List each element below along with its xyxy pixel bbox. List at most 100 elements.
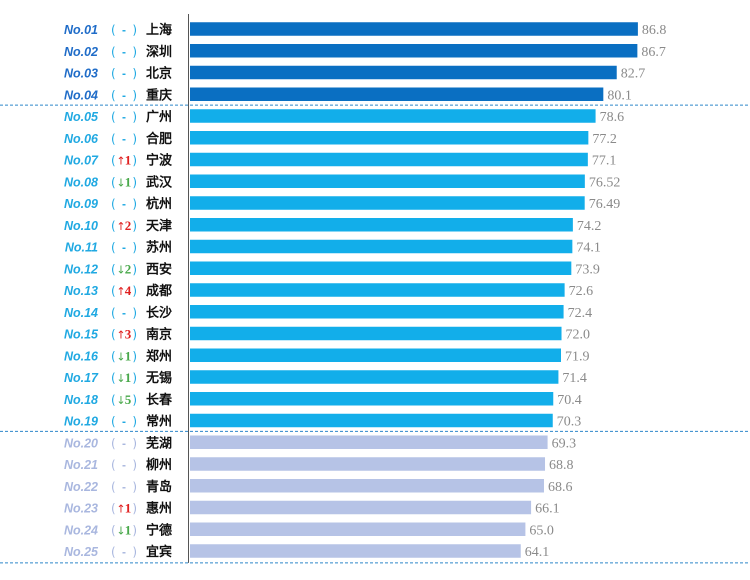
city-label: 长沙 — [146, 305, 172, 321]
change-count: 1 — [125, 370, 132, 385]
city-label: 长春 — [146, 392, 173, 408]
city-label: 合肥 — [146, 131, 172, 147]
change-paren-open: ( — [111, 45, 116, 59]
change-paren-close: ) — [132, 67, 137, 81]
change-none: - — [122, 88, 126, 102]
value-label: 71.9 — [565, 349, 590, 364]
city-label: 广州 — [146, 109, 172, 125]
city-label: 无锡 — [145, 370, 172, 386]
change-paren-open: ( — [111, 545, 116, 559]
change-none: - — [122, 415, 126, 429]
value-label: 76.49 — [589, 197, 621, 212]
value-label: 71.4 — [562, 371, 587, 386]
change-paren-open: ( — [111, 349, 116, 363]
bar-No.06 — [190, 131, 589, 145]
city-label: 重庆 — [146, 87, 172, 103]
change-count: 1 — [125, 153, 132, 168]
city-label: 深圳 — [146, 44, 172, 60]
change-none: - — [122, 132, 126, 146]
city-label: 惠州 — [146, 501, 172, 517]
bar-No.20 — [190, 435, 548, 449]
value-label: 77.1 — [592, 154, 617, 169]
change-paren-close: ) — [132, 393, 137, 407]
change-paren-close: ) — [132, 436, 137, 450]
value-label: 86.7 — [641, 45, 666, 60]
change-paren-close: ) — [132, 328, 137, 342]
bar-No.07 — [190, 152, 588, 167]
rank-label: No.11 — [65, 241, 98, 255]
city-label: 上海 — [146, 22, 172, 38]
change-paren-open: ( — [111, 88, 116, 102]
change-none: - — [122, 110, 126, 124]
value-label: 66.1 — [535, 502, 560, 517]
rank-label: No.23 — [64, 502, 98, 516]
change-none: - — [122, 241, 126, 255]
change-count: 1 — [125, 348, 132, 363]
rank-label: No.19 — [64, 415, 98, 429]
bar-No.19 — [190, 413, 553, 428]
change-paren-open: ( — [111, 154, 116, 168]
change-paren-close: ) — [132, 480, 137, 494]
change-paren-close: ) — [132, 45, 137, 59]
change-none: - — [122, 436, 126, 450]
bar-No.03 — [190, 65, 617, 80]
change-paren-close: ) — [132, 349, 137, 363]
bar-No.12 — [190, 261, 572, 275]
change-paren-close: ) — [132, 545, 137, 559]
arrow-down-icon: ↓ — [116, 263, 125, 276]
change-none: - — [122, 197, 126, 211]
value-label: 74.2 — [577, 219, 602, 234]
arrow-down-icon: ↓ — [116, 350, 125, 363]
change-paren-open: ( — [111, 219, 116, 233]
rank-label: No.14 — [64, 306, 98, 320]
change-paren-close: ) — [132, 502, 137, 516]
arrow-up-icon: ↑ — [116, 155, 125, 168]
rank-label: No.04 — [64, 88, 98, 102]
value-label: 70.4 — [557, 393, 582, 408]
city-label: 芜湖 — [146, 435, 172, 451]
city-label: 西安 — [146, 261, 172, 277]
change-paren-close: ) — [132, 284, 137, 298]
change-none: - — [122, 67, 126, 81]
city-label: 天津 — [146, 218, 172, 234]
change-none: - — [122, 458, 126, 472]
change-paren-open: ( — [111, 393, 116, 407]
arrow-down-icon: ↓ — [116, 394, 125, 407]
rank-label: No.22 — [64, 480, 98, 494]
value-label: 78.6 — [600, 110, 625, 125]
rank-label: No.15 — [64, 328, 99, 342]
change-paren-close: ) — [132, 88, 137, 102]
change-paren-open: ( — [111, 197, 116, 211]
city-label: 武汉 — [146, 174, 173, 190]
city-label: 北京 — [146, 66, 172, 82]
change-paren-open: ( — [111, 480, 116, 494]
rank-label: No.09 — [64, 197, 98, 211]
rank-label: No.16 — [64, 349, 99, 363]
change-count: 5 — [125, 392, 132, 407]
arrow-up-icon: ↑ — [116, 329, 125, 342]
bar-No.11 — [190, 239, 573, 254]
bar-No.02 — [190, 44, 638, 58]
change-paren-close: ) — [132, 23, 137, 37]
change-paren-open: ( — [111, 371, 116, 385]
rank-label: No.17 — [64, 371, 99, 385]
city-label: 常州 — [146, 414, 172, 430]
city-label: 青岛 — [146, 479, 172, 495]
bar-No.23 — [190, 500, 532, 515]
change-paren-open: ( — [111, 502, 116, 516]
bar-No.24 — [190, 522, 526, 536]
change-paren-close: ) — [132, 306, 137, 320]
change-paren-open: ( — [111, 241, 116, 255]
bar-No.15 — [190, 326, 562, 341]
change-paren-open: ( — [111, 458, 116, 472]
value-label: 73.9 — [575, 262, 600, 277]
rank-label: No.07 — [64, 154, 99, 168]
value-label: 77.2 — [592, 132, 617, 147]
change-paren-open: ( — [111, 23, 116, 37]
rank-label: No.06 — [64, 132, 99, 146]
change-paren-close: ) — [132, 415, 137, 429]
bar-No.16 — [190, 348, 561, 362]
change-count: 1 — [125, 174, 132, 189]
change-paren-open: ( — [111, 415, 116, 429]
